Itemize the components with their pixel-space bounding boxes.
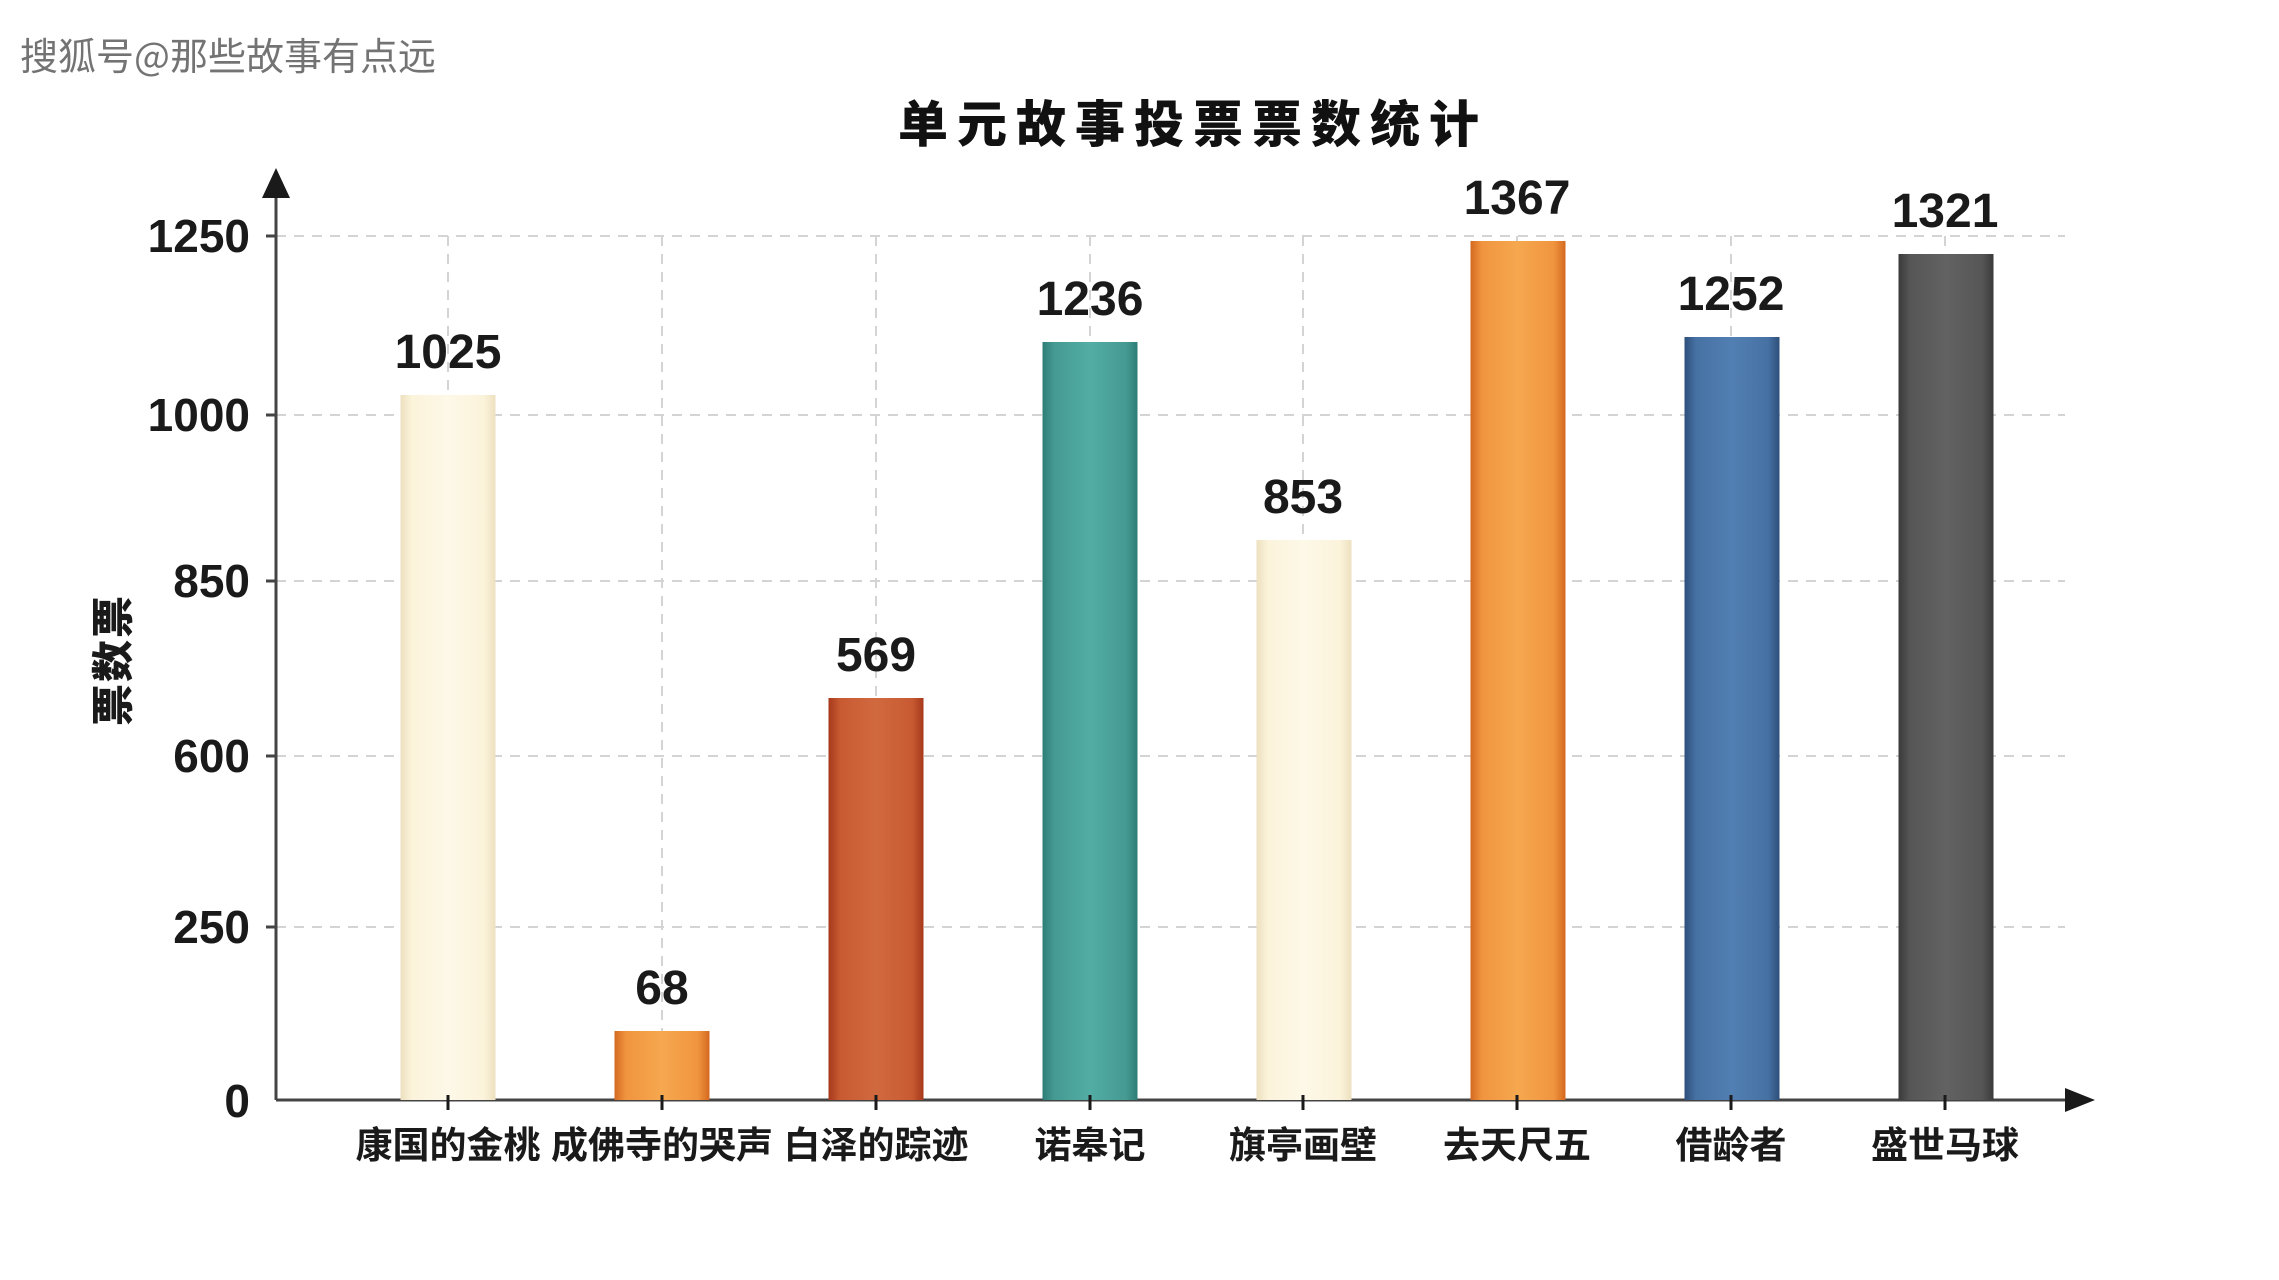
svg-text:1367: 1367 [1464, 172, 1571, 225]
svg-text:250: 250 [173, 901, 250, 953]
svg-text:850: 850 [173, 555, 250, 607]
svg-text:853: 853 [1263, 471, 1343, 524]
svg-text:68: 68 [635, 962, 688, 1015]
svg-text:1236: 1236 [1037, 273, 1144, 326]
svg-text:1252: 1252 [1678, 268, 1785, 321]
svg-text:1250: 1250 [148, 210, 250, 262]
svg-text:成佛寺的哭声: 成佛寺的哭声 [551, 1115, 773, 1169]
svg-text:600: 600 [173, 730, 250, 782]
svg-text:旗亭画壁: 旗亭画壁 [1229, 1115, 1377, 1169]
svg-text:0: 0 [224, 1075, 250, 1127]
svg-text:去天尺五: 去天尺五 [1443, 1115, 1591, 1169]
svg-text:1321: 1321 [1892, 185, 1999, 238]
svg-text:借龄者: 借龄者 [1676, 1115, 1787, 1169]
svg-text:白泽的踪迹: 白泽的踪迹 [784, 1115, 969, 1169]
svg-text:票数票: 票数票 [80, 594, 141, 726]
svg-text:1025: 1025 [395, 326, 502, 379]
svg-text:诺皋记: 诺皋记 [1035, 1115, 1146, 1169]
svg-text:盛世马球: 盛世马球 [1871, 1115, 2019, 1169]
svg-text:康国的金桃: 康国的金桃 [356, 1115, 541, 1169]
svg-text:1000: 1000 [148, 389, 250, 441]
svg-text:569: 569 [836, 629, 916, 682]
